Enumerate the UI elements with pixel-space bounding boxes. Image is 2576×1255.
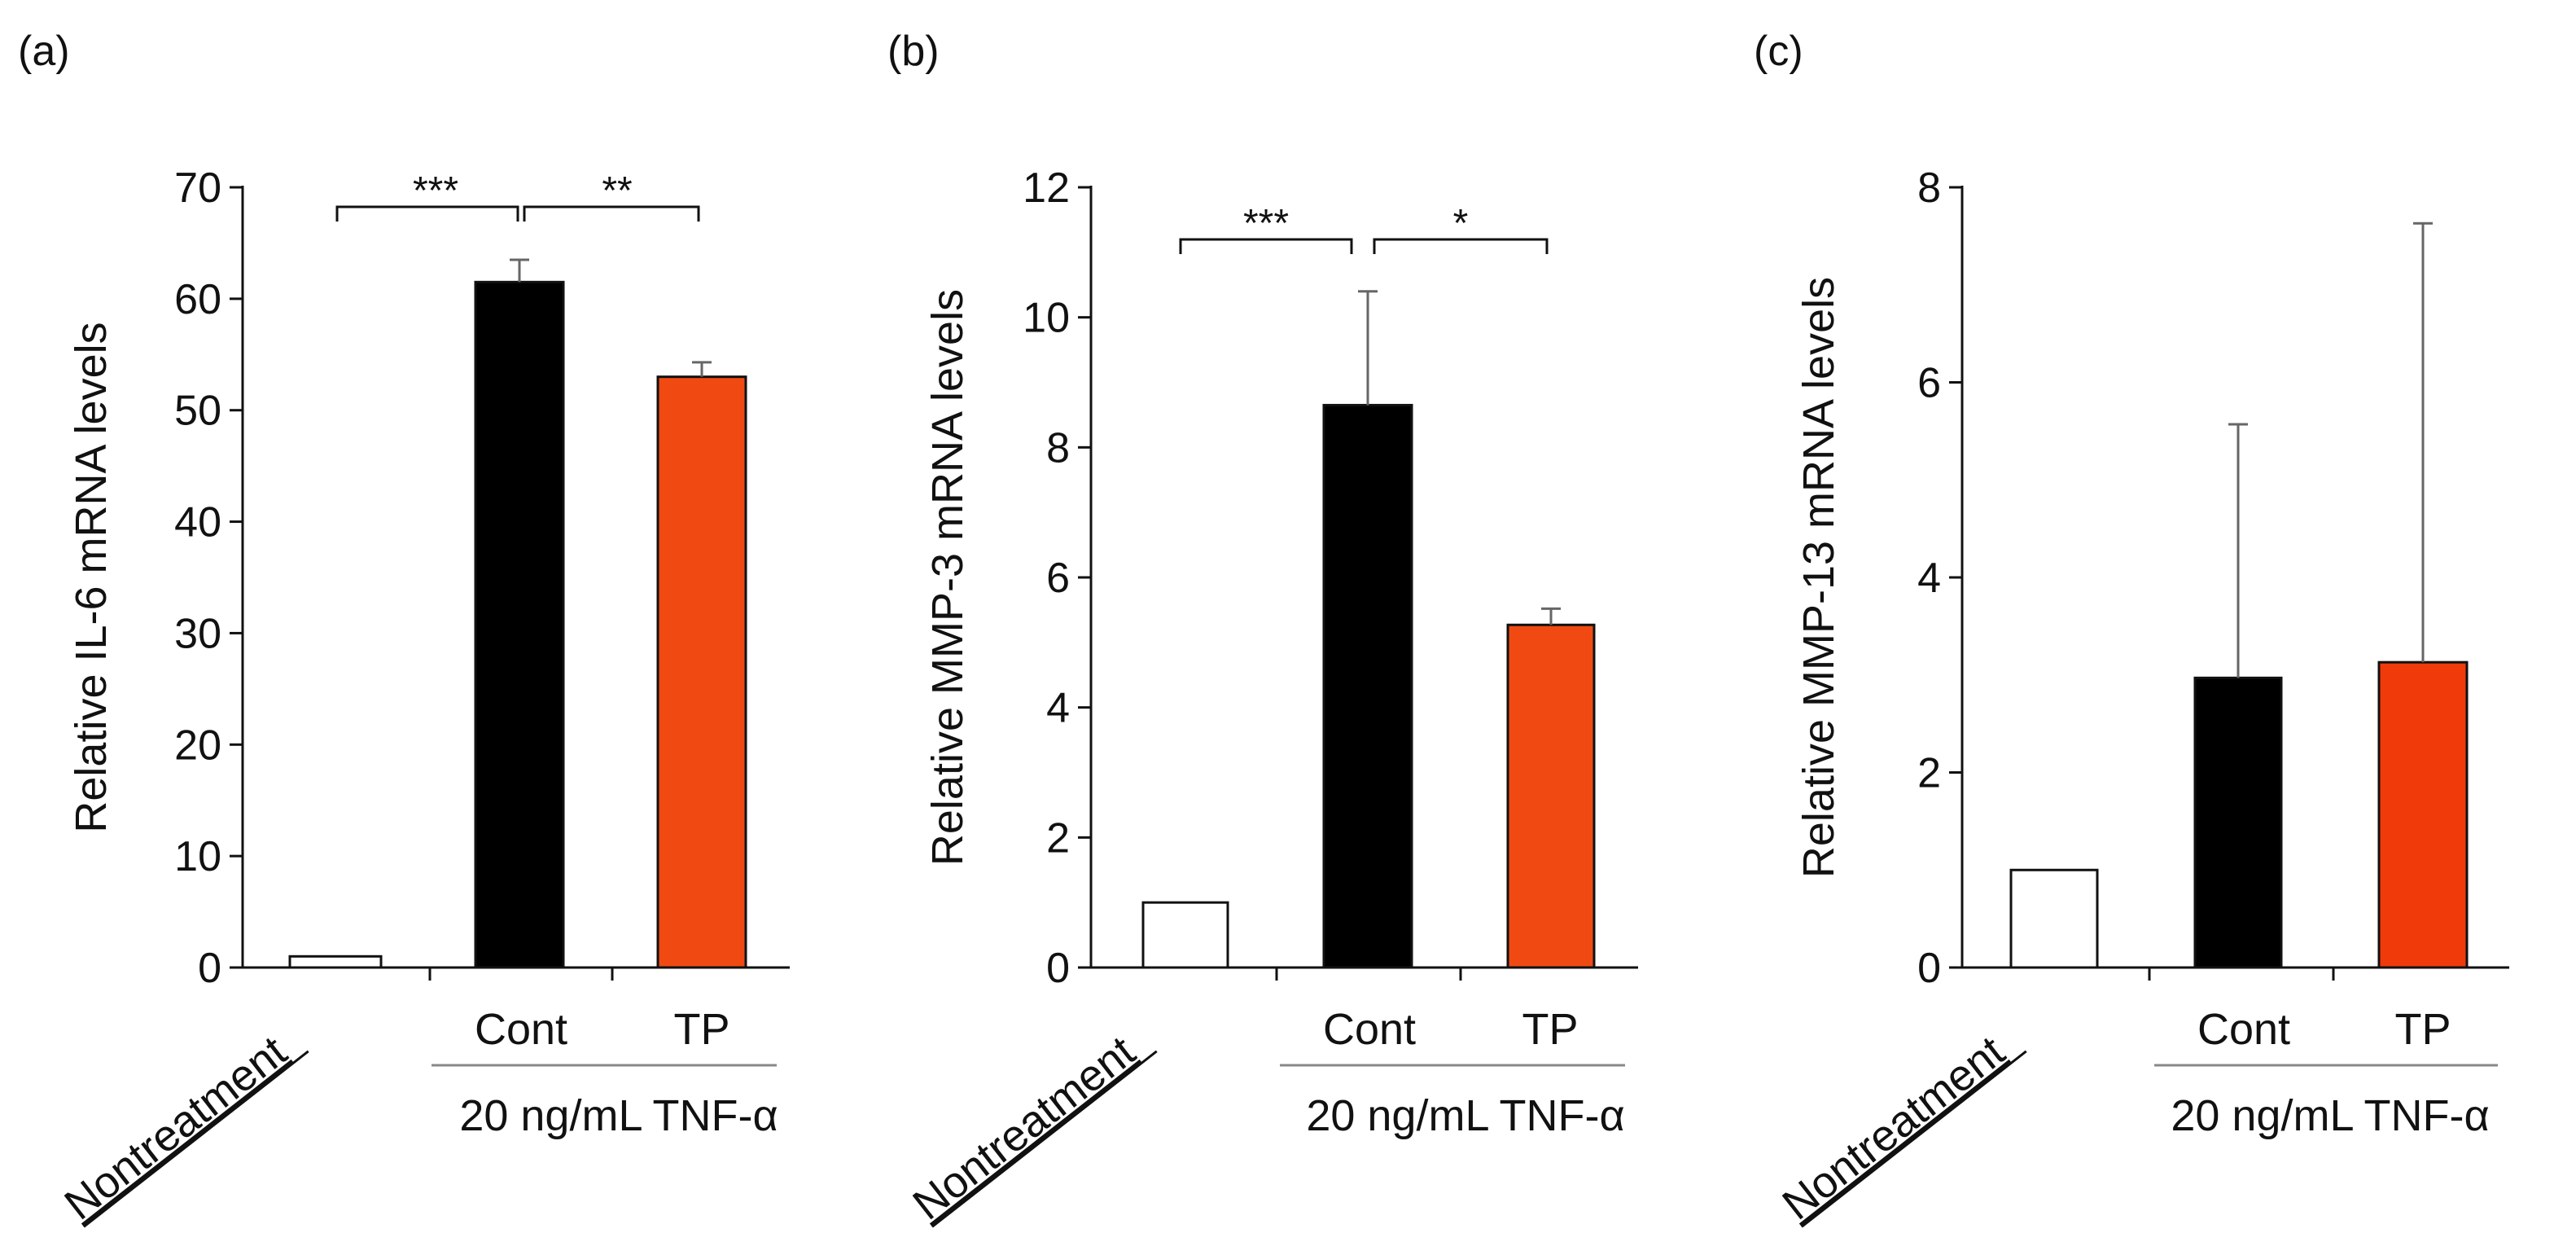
panel-2: (c) 0 2 4 6 8 Relative MMP-13 mRNA levels Nontr… [1754, 28, 2509, 1229]
y-tick-label: 0 [198, 945, 221, 992]
category-label-cont: Cont [475, 1005, 567, 1054]
significance-label: *** [413, 169, 458, 213]
category-label-nontreatment: Nontreatment [55, 1027, 296, 1230]
y-tick-label: 6 [1046, 555, 1070, 602]
y-tick-label: 40 [174, 499, 221, 546]
bar-cont [474, 280, 565, 969]
y-tick-label: 6 [1917, 360, 1941, 407]
y-axis-label: Relative IL-6 mRNA levels [67, 322, 116, 832]
y-tick-label: 2 [1917, 750, 1941, 797]
bar-cont [1322, 403, 1413, 969]
bar-cont [2193, 676, 2283, 969]
bar-nontreatment [2009, 868, 2099, 969]
y-tick-label: 12 [1023, 165, 1070, 212]
significance-label: ** [602, 169, 632, 213]
category-label-nontreatment: Nontreatment [1773, 1027, 2013, 1230]
y-tick-label: 50 [174, 388, 221, 435]
y-tick-label: 10 [174, 833, 221, 880]
bar-tp [2377, 660, 2469, 969]
category-underline [83, 1050, 309, 1228]
panel-label: (a) [18, 28, 70, 75]
y-tick-label: 30 [174, 610, 221, 657]
bar-nontreatment [288, 954, 383, 969]
y-axis-label: Relative MMP-13 mRNA levels [1794, 277, 1843, 878]
y-tick-label: 0 [1917, 945, 1941, 992]
y-tick-label: 70 [174, 165, 221, 212]
group-label: 20 ng/mL TNF-α [1306, 1091, 1624, 1140]
group-label: 20 ng/mL TNF-α [2171, 1091, 2489, 1140]
panel-label: (b) [887, 28, 940, 75]
category-underline [931, 1050, 1158, 1228]
panel-label: (c) [1754, 28, 1803, 75]
significance-bracket [1373, 238, 1549, 254]
panel-0: (a) 0 10 20 30 40 50 60 70 Relative IL-6 mRNA lev… [18, 28, 790, 1229]
category-label-cont: Cont [1323, 1005, 1416, 1054]
y-tick-label: 4 [1046, 685, 1070, 732]
category-label-cont: Cont [2197, 1005, 2290, 1054]
group-label: 20 ng/mL TNF-α [459, 1091, 778, 1140]
category-underline [1801, 1050, 2027, 1228]
y-tick-label: 2 [1046, 814, 1070, 862]
category-label-tp: TP [2394, 1005, 2451, 1054]
y-tick-label: 0 [1046, 945, 1070, 992]
y-axis-label: Relative MMP-3 mRNA levels [923, 289, 972, 866]
significance-bracket [335, 205, 519, 222]
bar-tp [1506, 623, 1596, 969]
y-tick-label: 4 [1917, 555, 1941, 602]
y-tick-label: 8 [1917, 165, 1941, 212]
y-tick-label: 10 [1023, 295, 1070, 342]
y-tick-label: 20 [174, 722, 221, 769]
significance-label: *** [1243, 202, 1289, 245]
bar-tp [656, 375, 747, 969]
y-tick-label: 60 [174, 276, 221, 323]
category-label-tp: TP [673, 1005, 729, 1054]
category-label-nontreatment: Nontreatment [904, 1027, 1144, 1230]
y-tick-label: 8 [1046, 424, 1070, 472]
bar-nontreatment [1141, 901, 1229, 969]
category-label-tp: TP [1522, 1005, 1578, 1054]
significance-bracket [523, 205, 700, 222]
significance-label: * [1453, 202, 1469, 245]
significance-bracket [1179, 238, 1353, 254]
